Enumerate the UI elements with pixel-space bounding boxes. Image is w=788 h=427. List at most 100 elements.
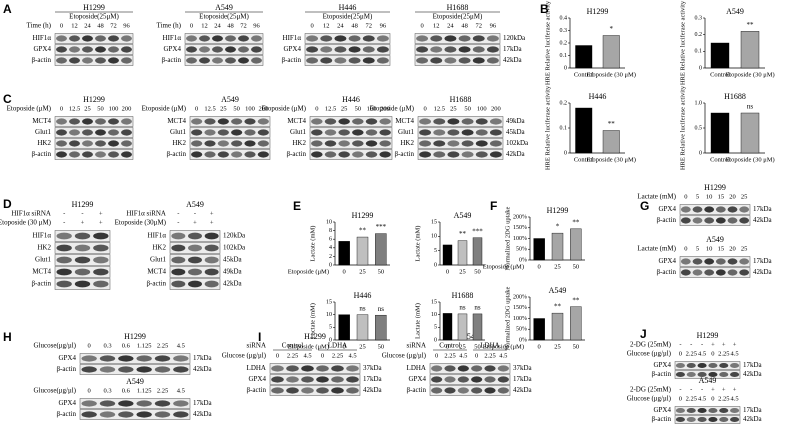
blot-strip [309, 127, 393, 138]
band [458, 35, 471, 42]
bar [551, 232, 564, 261]
blot-strip [79, 409, 191, 420]
band [81, 366, 97, 373]
blot-strip [79, 364, 191, 375]
blot-title: H1688 [450, 95, 472, 104]
band [244, 140, 256, 147]
band [121, 35, 132, 42]
y-tick-label: 50% [516, 327, 527, 333]
band [704, 217, 715, 224]
lane-label: 25 [220, 105, 227, 112]
band [204, 151, 216, 158]
chart-title: A549 [726, 7, 744, 16]
band [95, 129, 106, 136]
row-label: GPX4 [163, 45, 181, 53]
band [447, 151, 460, 158]
band [708, 371, 718, 378]
lane-label: + [733, 341, 737, 348]
lane-label: 200 [122, 105, 132, 112]
y-tick-label: 0 [329, 262, 332, 268]
y-tick-label: 2 [329, 254, 332, 260]
lane-label: 50 [355, 105, 362, 112]
panel-label: J [640, 327, 647, 341]
bar [338, 314, 350, 341]
band [188, 268, 202, 276]
band [334, 46, 347, 53]
band [56, 35, 67, 42]
blot-strip [309, 149, 393, 160]
band [316, 376, 329, 383]
band [461, 151, 474, 158]
lane-label: 50 [233, 105, 240, 112]
band [471, 365, 483, 372]
lane-label: 0 [321, 352, 324, 359]
band [458, 46, 471, 53]
blot-strip [679, 215, 751, 226]
y-tick-label: 0.3 [560, 28, 568, 34]
band [447, 118, 460, 125]
row-label: Glut1 [170, 128, 186, 136]
condition-label: Time (h) [157, 22, 182, 30]
row-label: β-actin [652, 370, 672, 378]
band [486, 46, 499, 53]
band [475, 140, 488, 147]
band [74, 232, 91, 240]
band [271, 376, 284, 383]
band [108, 118, 119, 125]
lane-label: + [210, 210, 214, 217]
lane-label: 4.5 [459, 352, 467, 359]
size-label: 17kDa [193, 354, 213, 362]
band [715, 206, 726, 213]
band [484, 365, 496, 372]
band [346, 365, 359, 372]
x-tick-label: 50 [474, 343, 481, 350]
blot-title: H1299 [304, 332, 326, 341]
band [461, 140, 474, 147]
x-tick-label: 25 [359, 343, 366, 350]
lane-label: 0 [195, 105, 198, 112]
lane-label: 200 [380, 105, 390, 112]
band [121, 140, 132, 147]
blot-subtitle: Etoposide(25μM) [199, 13, 249, 21]
group-label: siRNA [247, 342, 266, 350]
blot-strip [79, 353, 191, 364]
band [188, 232, 202, 240]
condition-label: Lactate (mM) [637, 193, 676, 201]
bar [533, 238, 545, 261]
lane-label: 2.25 [484, 352, 495, 359]
band [739, 217, 750, 224]
blot-title: A549 [126, 377, 144, 386]
band [704, 206, 715, 213]
band [121, 46, 132, 53]
lane-label: 0.3 [103, 387, 111, 394]
band [93, 256, 109, 264]
y-tick-label: 0.1 [560, 125, 568, 131]
bar [551, 312, 564, 341]
condition-label: Glucose (μg/μl) [382, 352, 427, 360]
blot-subtitle: Etoposide(25μM) [433, 13, 483, 21]
x-tick-label: 50 [378, 268, 385, 275]
y-axis-label: Lactate (mM) [414, 226, 421, 262]
condition-label: Glucose (μg/μl) [627, 350, 672, 358]
size-label: 17kDa [513, 375, 533, 383]
lane-label: 2.25 [332, 352, 343, 359]
x-tick-label: 25 [554, 263, 561, 270]
blot-title: H1688 [447, 3, 469, 12]
y-tick-label: 10 [431, 312, 437, 318]
bar [575, 45, 593, 69]
size-label: 45kDa [223, 256, 243, 264]
band [489, 140, 502, 147]
x-tick-label: 25 [359, 268, 366, 275]
chart-title: H446 [589, 92, 607, 101]
band [692, 258, 703, 265]
band [56, 151, 67, 158]
panel-label: F [490, 199, 497, 213]
lane-label: 12 [323, 22, 330, 29]
band [108, 129, 119, 136]
x-axis-label: Etoposide (μM) [288, 268, 329, 275]
band [486, 35, 499, 42]
band [475, 151, 488, 158]
bar [602, 35, 620, 69]
band [271, 387, 284, 394]
lane-label: 0 [679, 350, 682, 357]
